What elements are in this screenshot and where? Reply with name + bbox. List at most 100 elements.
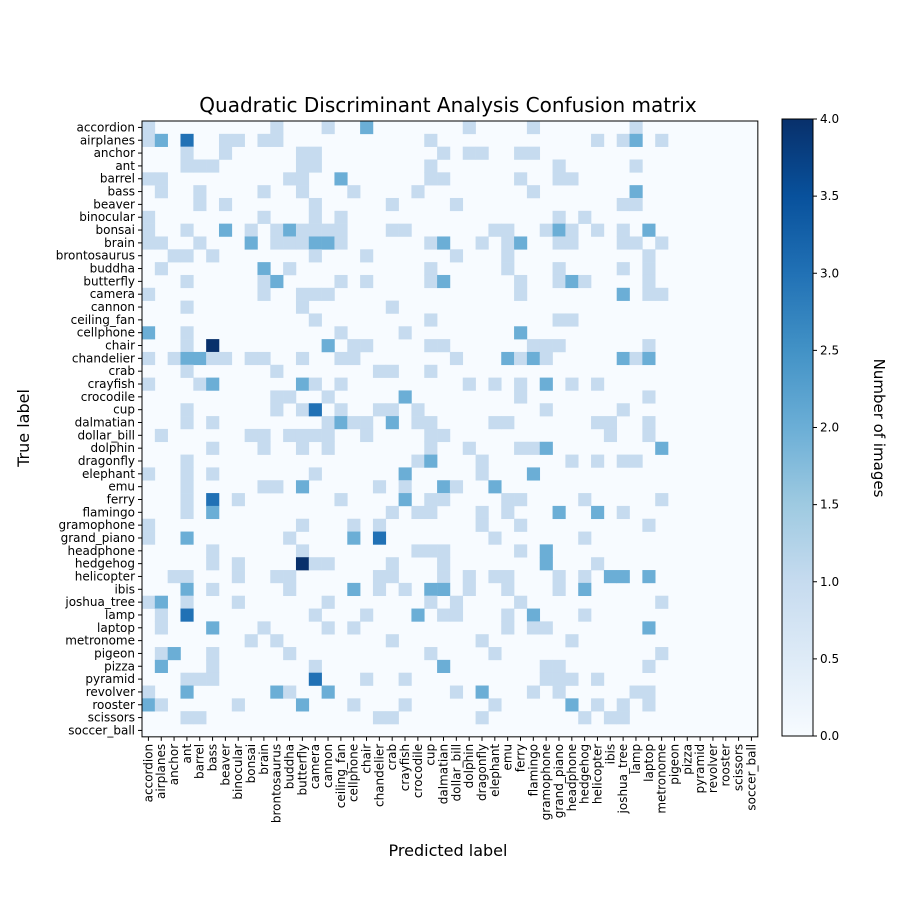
chart-title: Quadratic Discriminant Analysis Confusio…	[199, 93, 697, 117]
heatmap-cell	[629, 351, 643, 366]
heatmap-cell	[385, 505, 399, 520]
heatmap-cell	[385, 223, 399, 237]
heatmap-cell	[180, 300, 194, 314]
heatmap-cell	[501, 621, 515, 635]
y-tick-label: dollar_bill	[77, 428, 135, 442]
heatmap-cell	[244, 428, 258, 443]
heatmap-cell	[385, 197, 399, 212]
heatmap-cell	[295, 223, 310, 237]
heatmap-cell	[180, 480, 194, 494]
heatmap-cell	[180, 454, 194, 468]
heatmap-cell	[334, 172, 348, 186]
heatmap-cell	[142, 236, 156, 250]
heatmap-cell	[514, 390, 528, 404]
heatmap-cell	[308, 608, 322, 622]
y-tick-label: cellphone	[77, 326, 135, 340]
heatmap-cell	[655, 287, 669, 301]
heatmap-cell	[180, 339, 194, 353]
heatmap-cell	[167, 647, 181, 661]
heatmap-cell	[193, 377, 207, 391]
x-tick-label: hedgehog	[578, 744, 592, 804]
heatmap-cell	[283, 570, 297, 584]
y-tick-label: buddha	[90, 262, 135, 276]
heatmap-cell	[206, 659, 220, 673]
y-tick-label: soccer_ball	[68, 723, 135, 737]
heatmap-cell	[334, 210, 348, 224]
heatmap-cell	[526, 121, 541, 135]
heatmap-cell	[206, 159, 220, 173]
heatmap-cell	[424, 262, 438, 276]
heatmap-cell	[385, 364, 399, 378]
heatmap-cell	[642, 351, 656, 366]
colorbar-tick-label: 2.5	[820, 343, 839, 357]
y-tick-label: anchor	[94, 146, 136, 160]
x-tick-label: cup	[424, 744, 438, 766]
heatmap-cell	[321, 416, 335, 430]
heatmap-cell	[372, 711, 387, 725]
heatmap-cell	[603, 416, 618, 430]
heatmap-cell	[257, 133, 271, 147]
heatmap-cell	[295, 557, 310, 571]
heatmap-cell	[321, 390, 335, 404]
heatmap-cell	[424, 159, 438, 173]
heatmap-cell	[257, 287, 271, 301]
x-tick-label: helicopter	[590, 744, 604, 804]
y-tick-label: dalmatian	[75, 416, 135, 430]
heatmap-cell	[206, 249, 220, 263]
y-tick-label: lamp	[105, 608, 135, 622]
heatmap-cell	[539, 403, 553, 417]
heatmap-cell	[539, 377, 553, 391]
heatmap-cell	[270, 480, 284, 494]
heatmap-cell	[385, 557, 399, 571]
y-tick-label: elephant	[82, 467, 135, 481]
x-tick-label: crocodile	[411, 744, 425, 798]
heatmap-cell	[347, 531, 361, 545]
heatmap-cell	[257, 428, 271, 443]
heatmap-cell	[655, 493, 669, 507]
heatmap-cell	[372, 582, 387, 597]
heatmap-cell	[488, 377, 502, 391]
heatmap-cell	[437, 570, 451, 584]
heatmap-cell	[283, 262, 297, 276]
heatmap-cell	[514, 377, 528, 391]
heatmap-cell	[244, 223, 258, 237]
heatmap-cell	[321, 339, 335, 353]
heatmap-cell	[334, 403, 348, 417]
heatmap-cell	[206, 621, 220, 635]
heatmap-cell	[616, 505, 630, 520]
heatmap-cell	[180, 493, 194, 507]
y-tick-label: accordion	[76, 120, 135, 134]
heatmap-cell	[295, 441, 310, 455]
heatmap-cell	[321, 121, 335, 135]
heatmap-cell	[360, 249, 374, 263]
heatmap-cell	[514, 544, 528, 558]
heatmap-cell	[193, 351, 207, 366]
heatmap-cell	[270, 133, 284, 147]
heatmap-cell	[142, 210, 156, 224]
heatmap-cell	[142, 531, 156, 545]
y-tick-label: cup	[113, 403, 135, 417]
heatmap-cell	[616, 133, 630, 147]
heatmap-cell	[360, 428, 374, 443]
heatmap-cell	[552, 262, 566, 276]
heatmap-cell	[449, 197, 464, 212]
y-tick-label: crayfish	[88, 377, 135, 391]
heatmap-cell	[206, 544, 220, 558]
heatmap-cell	[347, 698, 361, 712]
heatmap-cell	[501, 493, 515, 507]
y-tick-label: pigeon	[94, 646, 135, 660]
heatmap-cell	[270, 274, 284, 289]
y-axis-label: True label	[14, 389, 33, 468]
heatmap-cell	[180, 711, 194, 725]
heatmap-cell	[334, 493, 348, 507]
heatmap-cell	[424, 236, 438, 250]
heatmap-cell	[629, 121, 643, 135]
heatmap-cell	[424, 544, 438, 558]
heatmap-cell	[231, 698, 245, 712]
x-tick-label: lamp	[629, 744, 643, 774]
heatmap-cell	[437, 544, 451, 558]
heatmap-cell	[475, 685, 489, 699]
y-tick-label: airplanes	[80, 133, 135, 147]
heatmap-cell	[411, 185, 425, 199]
colorbar-tick-label: 3.0	[820, 266, 839, 280]
